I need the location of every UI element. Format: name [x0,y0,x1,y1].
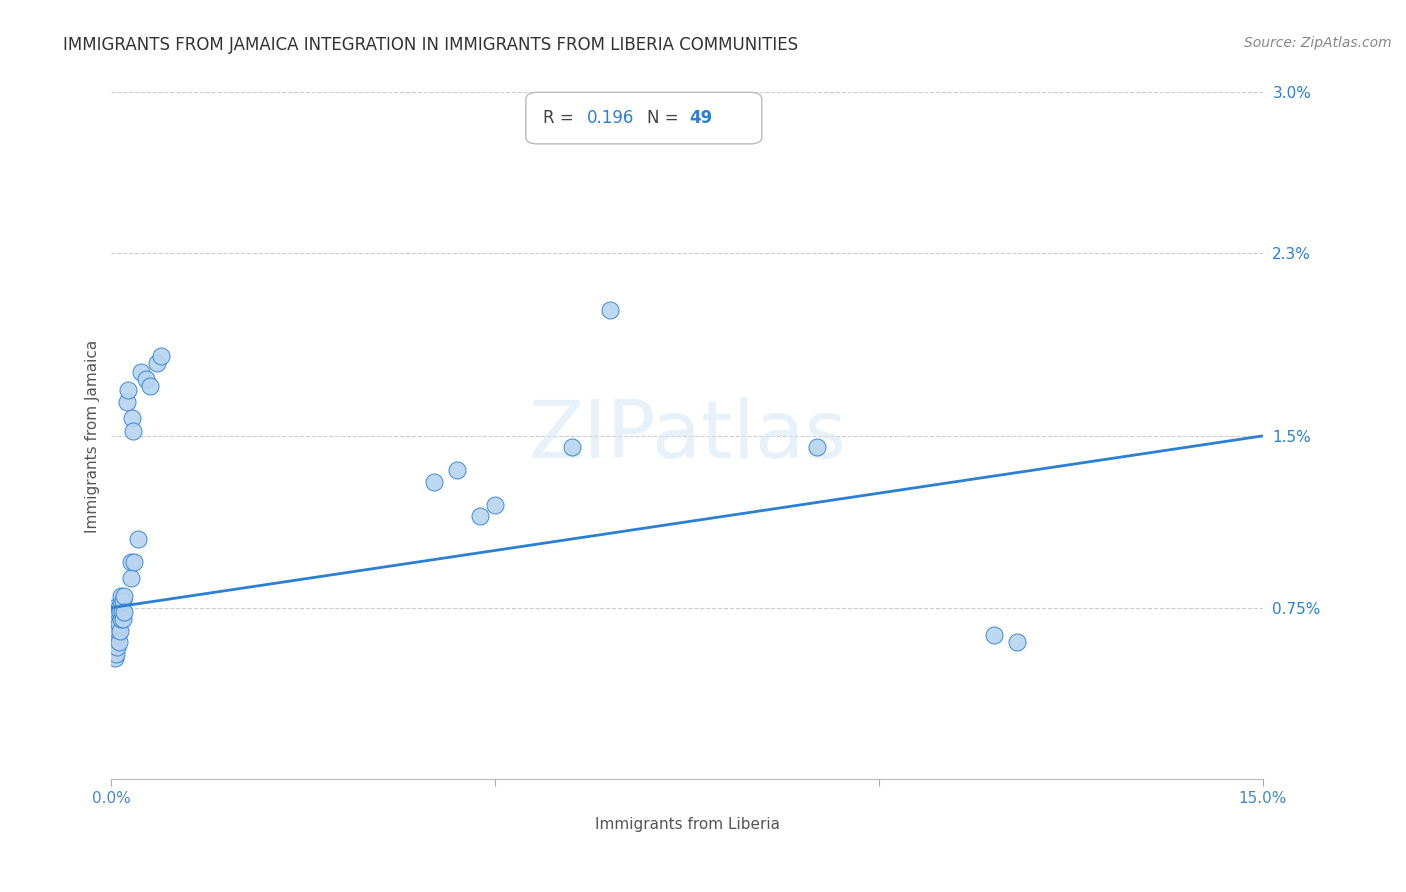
Point [105,640,128,654]
Point [107,605,129,619]
Point [104,635,127,649]
Point [111,612,134,626]
Point [120,571,142,585]
Text: 0.196: 0.196 [586,109,634,128]
Point [121,410,143,425]
Point [599,302,621,317]
Point [468,509,491,524]
Point [104,651,127,665]
Point [484,498,506,512]
Point [105,616,128,631]
Point [110,594,132,608]
Point [107,612,129,626]
Point [111,594,134,608]
Text: ZIPatlas: ZIPatlas [527,397,846,475]
Text: IMMIGRANTS FROM JAMAICA INTEGRATION IN IMMIGRANTS FROM LIBERIA COMMUNITIES: IMMIGRANTS FROM JAMAICA INTEGRATION IN I… [63,36,799,54]
Point [127,532,149,546]
Point [105,628,128,642]
Point [103,635,125,649]
Point [129,365,152,379]
Point [101,600,124,615]
Point [108,605,131,619]
Point [150,349,173,363]
Point [108,635,131,649]
Point [107,628,129,642]
Point [111,605,134,619]
Point [117,383,139,397]
Point [806,441,828,455]
Point [108,600,131,615]
Point [561,441,583,455]
Point [108,624,131,638]
Point [122,425,145,439]
Point [146,356,169,370]
Point [107,624,129,638]
Point [103,616,125,631]
Point [112,589,135,603]
Point [139,378,162,392]
Text: R =: R = [543,109,579,128]
Point [110,612,132,626]
Point [446,463,468,477]
Point [422,475,444,489]
Text: Source: ZipAtlas.com: Source: ZipAtlas.com [1244,36,1392,50]
Point [983,628,1005,642]
Point [108,616,131,631]
Point [1005,635,1028,649]
Point [115,394,138,409]
Text: 49: 49 [689,109,713,128]
Text: N =: N = [647,109,683,128]
Point [105,647,128,661]
Point [112,605,135,619]
Point [110,589,132,603]
FancyBboxPatch shape [526,93,762,144]
Y-axis label: Immigrants from Jamaica: Immigrants from Jamaica [86,339,100,533]
Point [135,372,157,386]
X-axis label: Immigrants from Liberia: Immigrants from Liberia [595,817,779,832]
Point [124,555,146,569]
Point [120,555,142,569]
